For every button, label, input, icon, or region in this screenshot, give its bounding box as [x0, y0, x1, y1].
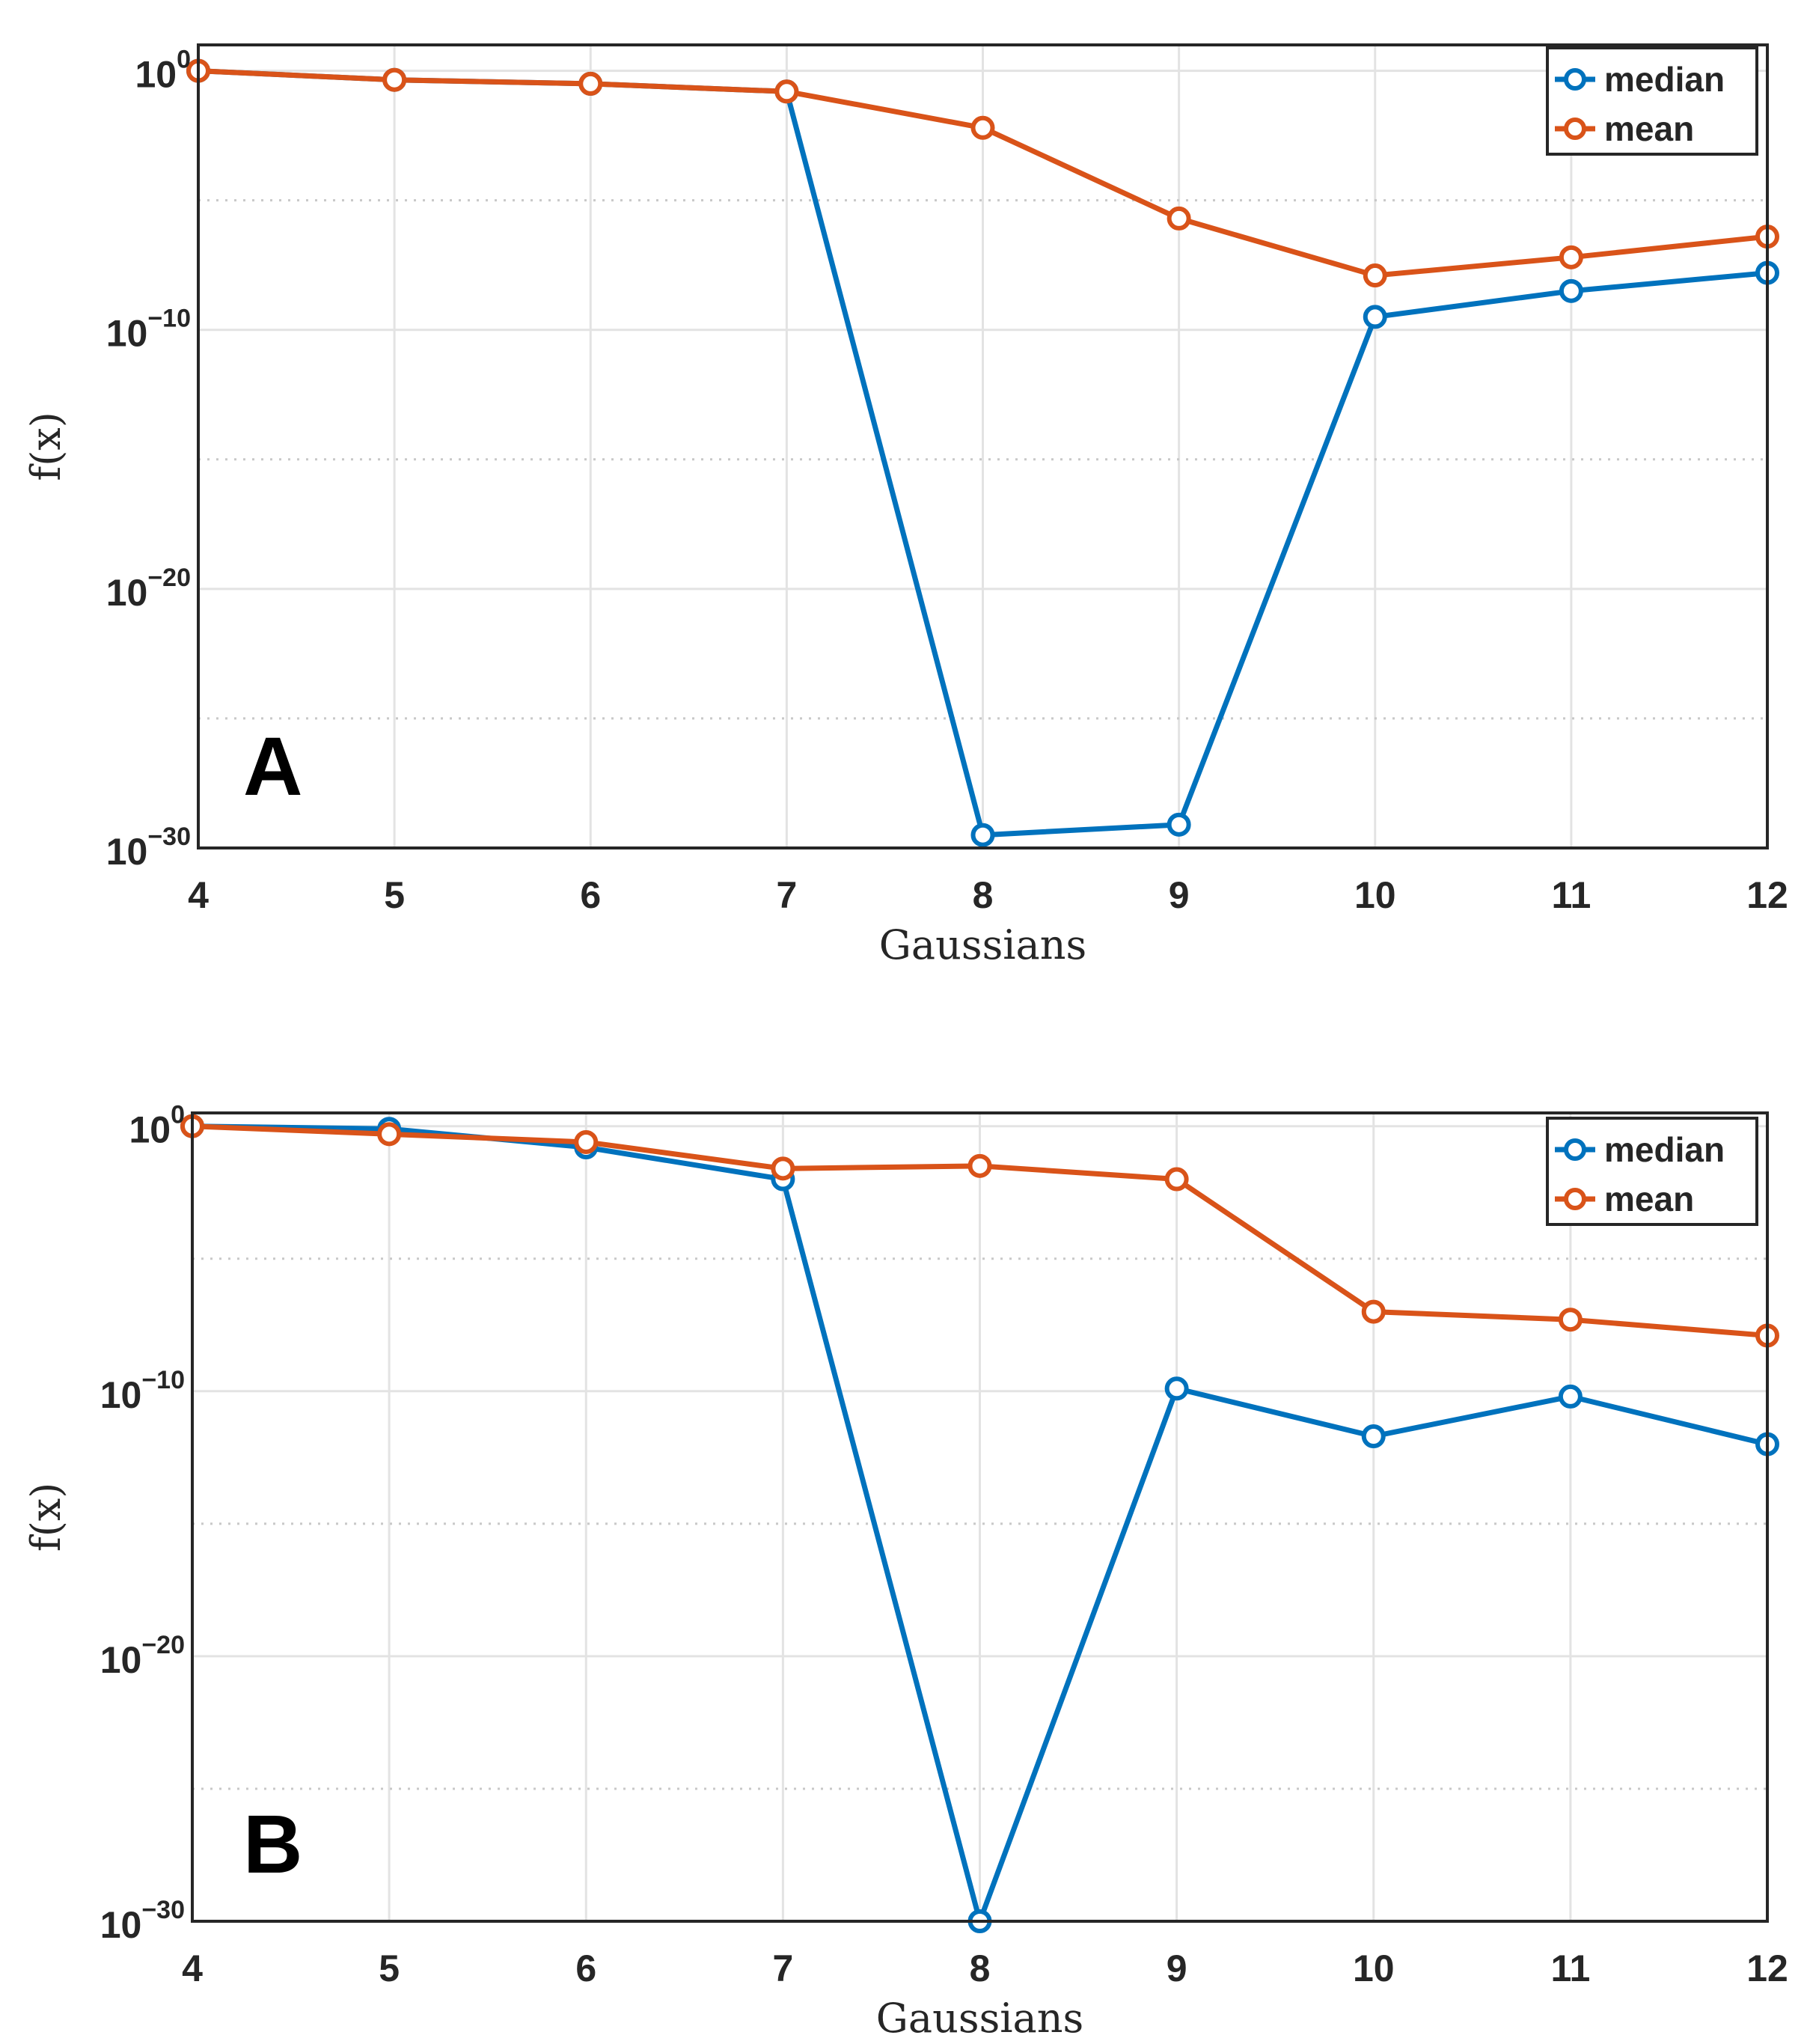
y-tick-labels: 100 10−10 10−20 10−30: [100, 1101, 185, 1946]
x-tick-label: 6: [575, 1947, 596, 1989]
x-tick-labels: 4 5 6 7 8 9 10 11 12: [182, 1947, 1788, 1989]
chart-panel-b: 4 5 6 7 8 9 10 11 12 100 10−10 10−20 10−30 Gaussian…: [22, 1101, 1788, 2042]
x-tick-label: 5: [379, 1947, 400, 1989]
y-tick-label: 100: [129, 1101, 185, 1151]
x-tick-label: 10: [1354, 874, 1396, 916]
y-tick-label: 10−20: [100, 1631, 185, 1681]
y-tick-labels: 100 10−10 10−20 10−30: [106, 46, 191, 873]
data-point-mean: [574, 1129, 599, 1154]
data-point-mean: [377, 1122, 402, 1147]
y-tick-label: 10−30: [100, 1896, 185, 1946]
axes-box: [197, 43, 1769, 849]
x-tick-label: 11: [1551, 874, 1591, 916]
x-tick-label: 12: [1746, 1947, 1788, 1989]
data-point-median: [1363, 305, 1387, 329]
x-tick-labels: 4 5 6 7 8 9 10 11 12: [188, 874, 1788, 916]
data-point-median: [1361, 1424, 1386, 1448]
legend-swatch-marker: [1564, 118, 1586, 140]
series-layer: [180, 1114, 1779, 1933]
data-point-mean: [774, 79, 799, 104]
y-tick-label: 100: [135, 46, 191, 96]
x-tick-label: 9: [1169, 874, 1190, 916]
legend-label-mean: mean: [1604, 1180, 1694, 1218]
data-point-mean: [1361, 1299, 1386, 1324]
legend-label-median: median: [1604, 1130, 1725, 1169]
data-point-mean: [578, 71, 603, 96]
y-axis-label: f(x): [22, 412, 70, 481]
y-axis-label: f(x): [22, 1483, 70, 1552]
y-tick-label: 10−20: [106, 564, 191, 614]
data-point-median: [1558, 1384, 1583, 1409]
legend-label-mean: mean: [1604, 109, 1694, 148]
data-point-median: [1164, 1376, 1189, 1401]
data-point-mean: [382, 67, 407, 92]
data-point-mean: [1164, 1167, 1189, 1192]
panel-label: B: [243, 1799, 302, 1891]
data-point-median: [970, 823, 995, 847]
y-tick-label: 10−10: [106, 305, 191, 355]
data-point-mean: [970, 115, 995, 140]
x-tick-label: 5: [384, 874, 405, 916]
x-tick-label: 4: [188, 874, 209, 916]
legend-label-median: median: [1604, 60, 1725, 99]
data-point-mean: [1167, 206, 1191, 231]
x-tick-label: 9: [1167, 1947, 1187, 1989]
legend-swatch-marker: [1564, 1188, 1586, 1210]
x-tick-label: 11: [1550, 1947, 1590, 1989]
grid: [198, 45, 1767, 848]
x-tick-label: 7: [772, 1947, 793, 1989]
legend: median mean: [1546, 46, 1758, 156]
legend: median mean: [1546, 1117, 1758, 1226]
grid: [192, 1113, 1767, 1921]
data-point-mean: [1559, 245, 1583, 269]
panel-label: A: [243, 721, 302, 813]
legend-box: [1546, 1117, 1758, 1226]
legend-swatch-marker: [1564, 68, 1586, 91]
data-point-mean: [1558, 1308, 1583, 1332]
x-tick-label: 7: [776, 874, 797, 916]
data-point-median: [1167, 812, 1191, 837]
axes-box: [191, 1111, 1769, 1923]
x-tick-label: 6: [580, 874, 601, 916]
data-point-mean: [1363, 263, 1387, 288]
data-point-mean: [967, 1153, 992, 1178]
x-axis-label: Gaussians: [879, 921, 1087, 968]
x-axis-label: Gaussians: [876, 1995, 1084, 2042]
x-tick-label: 4: [182, 1947, 203, 1989]
x-tick-label: 8: [970, 1947, 991, 1989]
data-point-median: [1559, 278, 1583, 303]
legend-swatch-marker: [1564, 1138, 1586, 1161]
x-tick-label: 8: [973, 874, 994, 916]
x-tick-label: 10: [1353, 1947, 1395, 1989]
data-point-mean: [771, 1156, 795, 1181]
x-tick-label: 12: [1746, 874, 1788, 916]
chart-panel-a: 4 5 6 7 8 9 10 11 12 100 10−10 10−20 10−30 Gaussian…: [22, 43, 1788, 968]
y-tick-label: 10−10: [100, 1366, 185, 1416]
y-tick-label: 10−30: [106, 823, 191, 873]
